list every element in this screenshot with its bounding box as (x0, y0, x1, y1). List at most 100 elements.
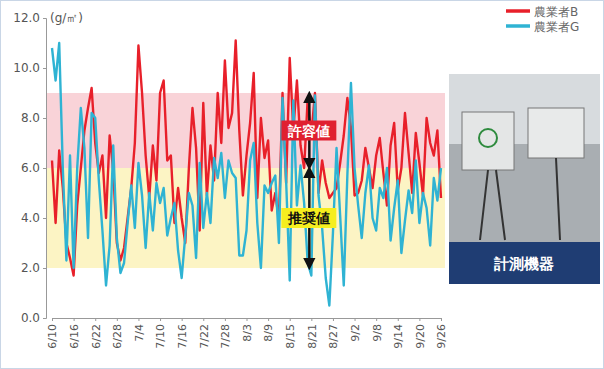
x-tick-mark (376, 318, 377, 321)
y-tick: 10.0 (13, 61, 46, 75)
x-tick-mark (419, 318, 420, 321)
legend-label: 農業者G (534, 20, 579, 34)
x-tick: 8/9 (262, 318, 275, 342)
y-tick-mark (43, 318, 46, 319)
legend-label: 農業者B (534, 5, 578, 19)
x-tick: 9/20 (414, 318, 427, 349)
device-logo (479, 129, 497, 147)
x-tick: 9/2 (349, 318, 362, 342)
y-tick: 4.0 (21, 211, 46, 225)
photo-label: 計測機器 (493, 255, 554, 273)
x-tick-mark (52, 318, 53, 321)
y-tick-label: 12.0 (13, 11, 40, 25)
band-label: 許容値 (281, 121, 336, 141)
legend-swatch (506, 24, 530, 28)
legend: 農業者B農業者G (506, 5, 579, 34)
band-label-box (281, 121, 336, 141)
x-tick: 8/3 (241, 318, 254, 342)
y-tick-mark (43, 118, 46, 119)
x-tick-mark (290, 318, 291, 321)
x-tick-label: 6/10 (46, 324, 59, 349)
x-tick: 7/10 (154, 318, 167, 349)
y-tick-mark (43, 218, 46, 219)
y-tick-mark (43, 168, 46, 169)
band-label-text: 許容値 (287, 123, 330, 139)
y-tick-label: 8.0 (21, 111, 40, 125)
x-tick: 7/28 (219, 318, 232, 349)
device-cable (480, 158, 560, 240)
x-tick-mark (398, 318, 399, 321)
y-tick-mark (43, 68, 46, 69)
x-tick: 8/21 (306, 318, 319, 349)
y-tick-label: 6.0 (21, 161, 40, 175)
x-tick-label: 6/28 (111, 324, 124, 349)
photo-label-box (449, 242, 600, 284)
x-tick: 8/27 (327, 318, 340, 349)
y-axis: 0.0 2.0 4.0 6.0 8.0 10.0 12.0 (13, 11, 46, 325)
x-tick-mark (138, 318, 139, 321)
y-tick: 2.0 (21, 261, 46, 275)
photo-background (449, 74, 600, 284)
x-tick: 6/10 (46, 318, 59, 349)
x-tick-mark (247, 318, 248, 321)
y-tick-mark (43, 268, 46, 269)
x-tick: 9/14 (392, 318, 405, 349)
band-label: 推奨値 (281, 208, 336, 228)
x-tick-label: 6/16 (68, 324, 81, 349)
x-tick-label: 6/22 (90, 324, 103, 349)
x-tick-label: 7/10 (154, 324, 167, 349)
x-tick-mark (182, 318, 183, 321)
x-tick-mark (225, 318, 226, 321)
x-tick-mark (117, 318, 118, 321)
y-tick-label: 0.0 (21, 311, 40, 325)
x-tick-label: 9/2 (349, 324, 362, 342)
x-tick: 6/22 (90, 318, 103, 349)
x-tick-label: 7/4 (133, 324, 146, 342)
x-tick-mark (95, 318, 96, 321)
x-tick: 7/4 (133, 318, 146, 342)
plot-area (46, 41, 445, 306)
x-tick-label: 9/8 (371, 324, 384, 342)
x-tick: 7/22 (198, 318, 211, 349)
y-tick-label: 4.0 (21, 211, 40, 225)
x-tick-label: 7/22 (198, 324, 211, 349)
x-tick-label: 9/20 (414, 324, 427, 349)
x-tick-mark (355, 318, 356, 321)
x-tick-mark (74, 318, 75, 321)
legend-swatch (506, 9, 530, 13)
y-tick: 6.0 (21, 161, 46, 175)
x-tick-mark (160, 318, 161, 321)
x-tick: 8/15 (284, 318, 297, 349)
x-tick-mark (441, 318, 442, 321)
y-axis-line (43, 19, 47, 319)
band-label-text: 推奨値 (287, 210, 330, 226)
background (1, 1, 604, 369)
x-tick-label: 8/15 (284, 324, 297, 349)
y-tick-label: 2.0 (21, 261, 40, 275)
x-tick-label: 8/3 (241, 324, 254, 342)
x-tick-label: 9/26 (435, 324, 448, 349)
x-tick-label: 9/14 (392, 324, 405, 349)
band-label-box (281, 208, 336, 228)
x-tick: 6/16 (68, 318, 81, 349)
series-line (52, 43, 441, 306)
x-tick-label: 8/27 (327, 324, 340, 349)
x-tick-label: 8/21 (306, 324, 319, 349)
x-axis: 6/10 6/16 6/22 6/28 7/4 7/10 7/16 7/22 7/28 8/3 8/… (46, 318, 448, 349)
x-tick: 9/26 (435, 318, 448, 349)
y-tick: 8.0 (21, 111, 46, 125)
photo: 計測機器 (449, 74, 600, 284)
x-tick: 6/28 (111, 318, 124, 349)
chart: 許容値推奨値 0.0 2.0 4.0 6.0 8.0 10.0 12.0 6/10 6/16 6/2… (0, 0, 604, 369)
x-tick-mark (311, 318, 312, 321)
x-tick-label: 7/16 (176, 324, 189, 349)
x-tick: 7/16 (176, 318, 189, 349)
y-axis-title: (g/㎡) (50, 11, 83, 25)
x-tick-label: 7/28 (219, 324, 232, 349)
device-box (462, 112, 514, 170)
x-tick-mark (333, 318, 334, 321)
y-tick: 0.0 (21, 311, 46, 325)
x-tick-mark (203, 318, 204, 321)
y-tick-label: 10.0 (13, 61, 40, 75)
y-tick-mark (43, 18, 46, 19)
